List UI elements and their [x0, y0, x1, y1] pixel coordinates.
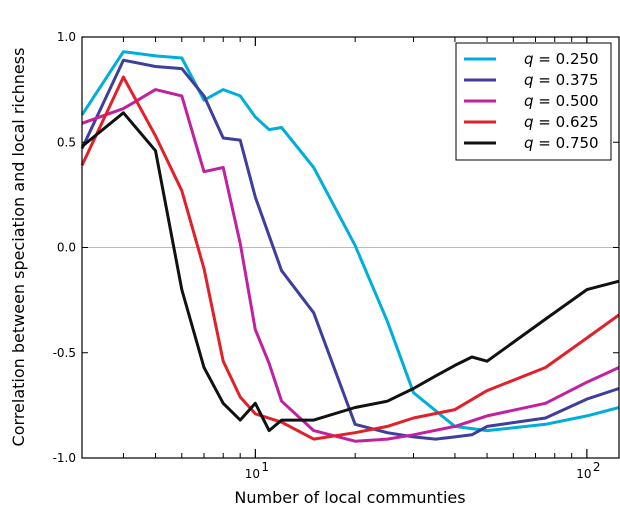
legend-entry-2: q = 0.500	[524, 92, 599, 110]
legend-value-2: = 0.500	[534, 92, 599, 110]
legend-value-3: = 0.625	[534, 113, 599, 131]
x-tick-label-0: 10	[245, 467, 260, 481]
legend-value-0: = 0.250	[534, 50, 599, 68]
series-line-1	[80, 58, 620, 441]
x-tick-exponent-1: 2	[593, 460, 601, 474]
series-line-0	[80, 50, 620, 433]
x-tick-exponent-0: 1	[261, 460, 269, 474]
legend-symbol-3: q	[524, 113, 534, 131]
legend-symbol-1: q	[524, 71, 534, 89]
y-tick-label-2: 0.0	[57, 241, 76, 255]
x-axis-label: Number of local communties	[234, 488, 465, 507]
legend-symbol-4: q	[524, 134, 534, 152]
series-line-4	[81, 111, 620, 433]
legend-entry-3: q = 0.625	[524, 113, 599, 131]
legend-value-1: = 0.375	[534, 71, 599, 89]
legend-value-4: = 0.750	[534, 134, 599, 152]
y-axis-label: Correlation between speciation and local…	[9, 48, 28, 447]
legend-symbol-0: q	[524, 50, 534, 68]
y-tick-label-3: -0.5	[53, 346, 76, 360]
legend-symbol-2: q	[524, 92, 534, 110]
legend-entry-1: q = 0.375	[524, 71, 599, 89]
legend-entry-0: q = 0.250	[524, 50, 599, 68]
axis-ticks: 1.00.50.0-0.5-1.010 1 10 2	[53, 30, 619, 481]
y-tick-label-1: 0.5	[57, 135, 76, 149]
y-tick-label-4: -1.0	[53, 451, 76, 465]
y-tick-label-0: 1.0	[57, 30, 76, 44]
legend-entry-4: q = 0.750	[524, 134, 599, 152]
series-lines	[80, 50, 620, 443]
series-line-3	[80, 75, 620, 441]
series-line-2	[81, 88, 620, 443]
x-tick-label-1: 10	[576, 467, 591, 481]
